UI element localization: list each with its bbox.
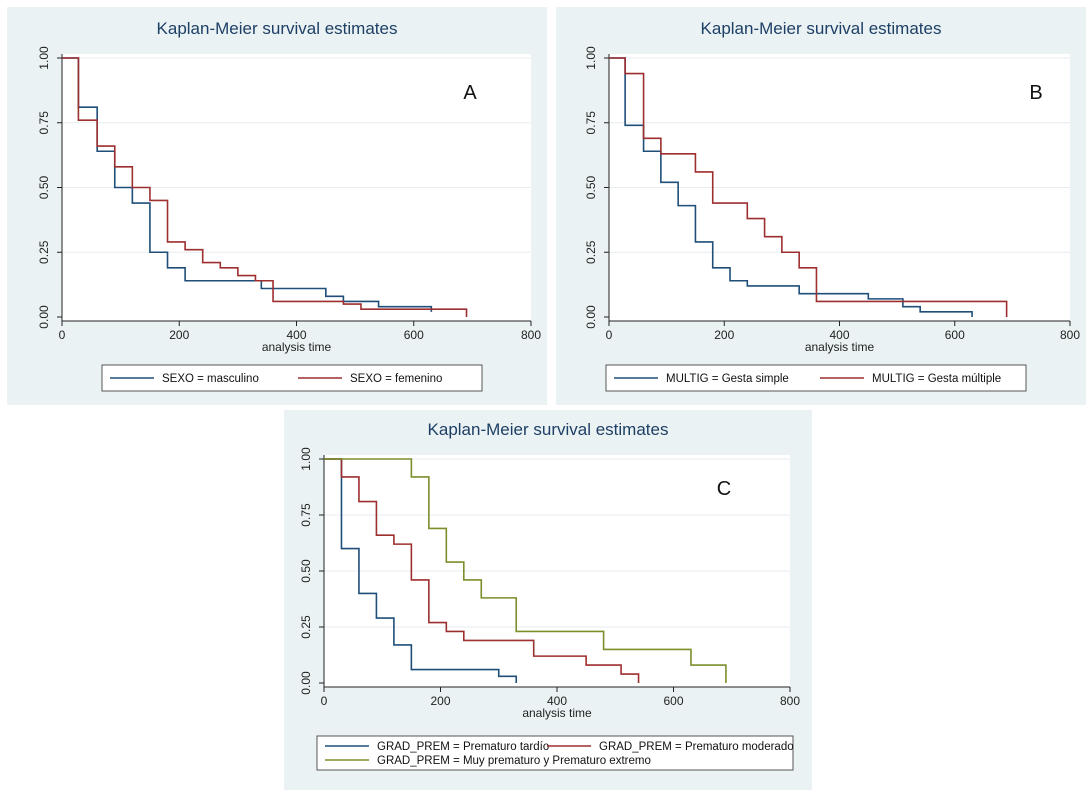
km-chart-a: Kaplan-Meier survival estimates 0.00 0.25 0…: [37, 19, 541, 392]
legend-label-c-3: GRAD_PREM = Muy prematuro y Prematuro ex…: [377, 755, 651, 767]
legend-label-c-1: GRAD_PREM = Prematuro tardío: [377, 741, 549, 753]
x-tick-label-a: 800: [521, 328, 541, 342]
y-tick-label-a: 0.50: [37, 175, 51, 199]
x-tick-label-a: 200: [169, 328, 189, 342]
x-tick-label-c: 200: [430, 694, 450, 708]
y-tick-label-a: 0.00: [37, 305, 51, 329]
y-tick-label-c: 1.00: [299, 447, 313, 471]
km-curve-b-2: [609, 57, 1008, 317]
legend-box-a: [101, 364, 483, 392]
x-axis-label-c: analysis time: [522, 706, 592, 720]
x-tick-label-c: 0: [321, 694, 328, 708]
x-tick-label-b: 400: [829, 328, 849, 342]
x-tick-label-c: 600: [663, 694, 683, 708]
km-panel-b: Kaplan-Meier survival estimates 0.00 0.25 0…: [556, 7, 1086, 405]
km-curve-c-1: [324, 458, 518, 683]
y-tick-label-b: 1.00: [584, 46, 598, 70]
km-chart-c: Kaplan-Meier survival estimates 0.00 0.25 0…: [299, 420, 800, 771]
y-tick-label-c: 0.00: [299, 671, 313, 695]
y-tick-label-a: 1.00: [37, 46, 51, 70]
legend-box-b: [605, 364, 1027, 392]
chart-title-a: Kaplan-Meier survival estimates: [157, 19, 398, 38]
km-panel-c: Kaplan-Meier survival estimates 0.00 0.25 0…: [284, 410, 812, 790]
y-tick-label-c: 0.50: [299, 559, 313, 583]
x-tick-label-a: 0: [59, 328, 66, 342]
y-tick-label-b: 0.00: [584, 305, 598, 329]
y-tick-label-a: 0.75: [37, 111, 51, 135]
y-tick-label-b: 0.50: [584, 175, 598, 199]
y-tick-label-b: 0.75: [584, 111, 598, 135]
km-curve-b-1: [609, 57, 973, 317]
y-tick-label-b: 0.25: [584, 240, 598, 264]
km-curve-c-3: [324, 458, 727, 683]
km-curve-a-2: [62, 57, 468, 317]
legend-label-c-2: GRAD_PREM = Prematuro moderado: [599, 741, 794, 753]
x-tick-label-b: 200: [714, 328, 734, 342]
x-tick-label-a: 600: [404, 328, 424, 342]
y-tick-label-c: 0.75: [299, 503, 313, 527]
legend-label-a-2: SEXO = femenino: [350, 373, 442, 385]
legend-label-a-1: SEXO = masculino: [162, 373, 259, 385]
panel-label-a: A: [463, 82, 477, 104]
x-tick-label-b: 0: [606, 328, 613, 342]
x-tick-label-c: 800: [780, 694, 800, 708]
x-axis-label-a: analysis time: [262, 340, 332, 354]
chart-title-b: Kaplan-Meier survival estimates: [701, 19, 942, 38]
x-tick-label-b: 800: [1060, 328, 1080, 342]
x-tick-label-b: 600: [945, 328, 965, 342]
km-panel-a: Kaplan-Meier survival estimates 0.00 0.25 0…: [7, 7, 547, 405]
legend-box-c: [316, 735, 794, 771]
panel-label-b: B: [1029, 82, 1042, 104]
y-tick-label-c: 0.25: [299, 615, 313, 639]
legend-label-b-2: MULTIG = Gesta múltiple: [872, 373, 1001, 385]
x-tick-label-c: 400: [547, 694, 567, 708]
y-tick-label-a: 0.25: [37, 240, 51, 264]
x-tick-label-a: 400: [286, 328, 306, 342]
legend-label-b-1: MULTIG = Gesta simple: [666, 373, 789, 385]
km-chart-b: Kaplan-Meier survival estimates 0.00 0.25 0…: [584, 19, 1080, 392]
panel-label-c: C: [717, 478, 731, 500]
x-axis-label-b: analysis time: [805, 340, 875, 354]
chart-title-c: Kaplan-Meier survival estimates: [428, 420, 669, 439]
km-curve-c-2: [324, 458, 640, 683]
